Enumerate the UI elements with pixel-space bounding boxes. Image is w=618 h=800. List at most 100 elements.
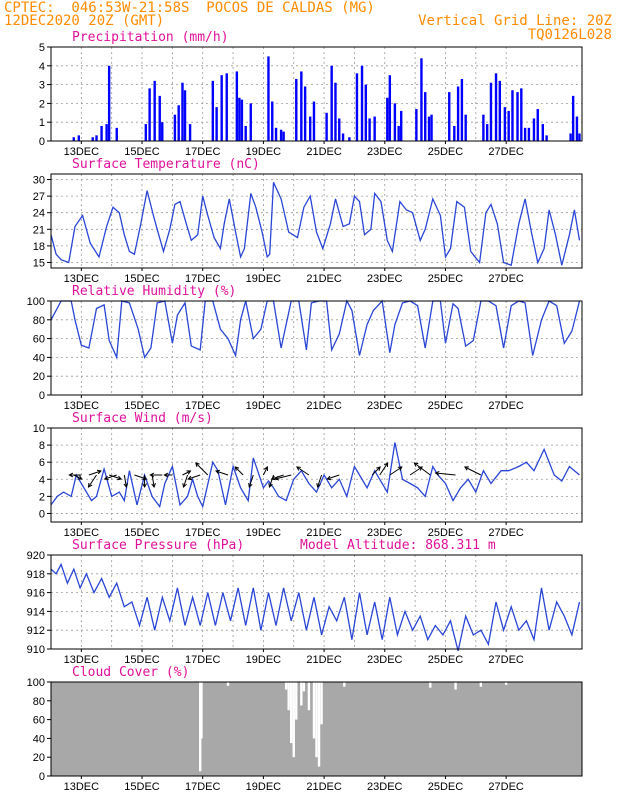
x-tick-label: 27DEC	[488, 781, 524, 793]
wind-arrow-head	[215, 469, 220, 475]
precip-bar	[386, 97, 389, 141]
cloud-cover-gap	[312, 682, 316, 739]
precip-bar	[575, 116, 579, 141]
x-tick-label: 15DEC	[124, 146, 160, 158]
precip-bar	[456, 86, 460, 141]
wind-arrow-head	[263, 466, 268, 472]
x-tick-label: 23DEC	[367, 781, 403, 793]
wind-arrow	[183, 474, 189, 488]
panel-title: Surface Wind (m/s)	[72, 411, 213, 426]
y-tick-label: 80	[33, 696, 45, 708]
wind-arrow	[234, 466, 244, 476]
precip-bar	[364, 84, 368, 141]
y-tick-label: 60	[33, 334, 45, 346]
wind-arrow-head	[163, 472, 169, 478]
wind-arrow-head	[87, 482, 93, 488]
x-tick-label: 13DEC	[64, 400, 100, 412]
precip-bar	[91, 137, 94, 141]
cloud-cover-gap	[343, 682, 346, 687]
wind-arrow-head	[96, 469, 102, 475]
cloud-cover-gap	[317, 682, 321, 767]
wind-arrow-head	[151, 483, 156, 489]
panel-3	[51, 428, 582, 522]
precip-bar	[503, 107, 507, 141]
x-tick-label: 15DEC	[124, 527, 160, 539]
precip-bar	[523, 127, 527, 141]
wind-arrow-head	[383, 462, 389, 468]
x-tick-label: 21DEC	[306, 527, 342, 539]
x-tick-label: 19DEC	[246, 654, 282, 666]
wind-arrow-head	[68, 472, 74, 478]
precip-bar	[507, 110, 510, 141]
panel-title: Surface Temperature (nC)	[72, 157, 260, 172]
wind-arrow-head	[186, 470, 192, 475]
precip-bar	[308, 116, 312, 141]
series-line-1	[50, 182, 581, 267]
cloud-cover-gap	[479, 682, 483, 687]
wind-arrow	[88, 470, 102, 476]
precip-bar	[569, 133, 572, 141]
precip-bar	[181, 82, 184, 141]
x-tick-label: 21DEC	[306, 654, 342, 666]
x-tick-label: 17DEC	[185, 654, 221, 666]
x-tick-label: 17DEC	[185, 146, 221, 158]
x-tick-label: 25DEC	[428, 273, 464, 285]
x-tick-label: 27DEC	[488, 527, 524, 539]
precip-bar	[100, 125, 103, 141]
precip-bar	[274, 127, 278, 141]
panel-annotation: Model Altitude: 868.311 m	[300, 538, 496, 553]
precip-bar	[460, 78, 464, 141]
x-tick-label: 17DEC	[185, 781, 221, 793]
y-tick-label: 910	[27, 644, 45, 656]
cloud-cover-gap	[315, 682, 318, 758]
cloud-cover-gap	[307, 682, 311, 711]
cloud-cover-gap	[300, 682, 303, 706]
x-tick-label: 15DEC	[124, 654, 160, 666]
wind-arrow-head	[270, 475, 276, 481]
precip-bar	[173, 114, 177, 141]
wind-arrow-head	[195, 462, 200, 467]
y-tick-label: 24	[33, 208, 45, 220]
precip-bar	[161, 122, 164, 141]
x-tick-label: 15DEC	[124, 400, 160, 412]
wind-arrow	[151, 474, 155, 488]
model-id: TQ0126L028	[527, 27, 612, 43]
wind-arrow-head	[103, 475, 109, 481]
wind-arrow-head	[117, 475, 123, 481]
precip-bar	[516, 92, 519, 141]
y-tick-label: 100	[27, 677, 45, 689]
y-tick-label: 0	[39, 771, 45, 783]
wind-arrow	[435, 472, 456, 476]
cloud-cover-gap	[320, 682, 323, 725]
precip-bar	[482, 114, 485, 141]
x-tick-label: 15DEC	[124, 273, 160, 285]
wind-arrow-head	[413, 462, 419, 467]
x-tick-label: 27DEC	[488, 273, 524, 285]
panel-title: Surface Pressure (hPa)	[72, 538, 244, 553]
x-tick-label: 13DEC	[64, 781, 100, 793]
precip-bar	[271, 101, 274, 141]
precip-bar	[295, 78, 298, 141]
precip-bar	[188, 124, 192, 141]
precip-bar	[325, 112, 328, 141]
y-tick-label: 918	[27, 569, 45, 581]
x-tick-label: 25DEC	[428, 527, 464, 539]
run-date: 12DEC2020 20Z (GMT)	[4, 13, 165, 29]
precip-bar	[330, 65, 333, 141]
precip-bar	[511, 90, 514, 141]
wind-arrow	[215, 470, 229, 476]
wind-arrow-head	[326, 475, 332, 481]
y-tick-label: 914	[27, 606, 45, 618]
y-tick-label: 18	[33, 241, 45, 253]
wind-arrow	[123, 474, 127, 488]
x-tick-label: 15DEC	[124, 781, 160, 793]
y-tick-label: 15	[33, 257, 45, 269]
precip-bar	[115, 127, 118, 141]
x-tick-label: 13DEC	[64, 146, 100, 158]
y-tick-label: 0	[39, 508, 45, 520]
y-tick-label: 5	[39, 42, 45, 54]
precip-bar	[532, 118, 536, 141]
precip-bar	[338, 118, 341, 141]
wind-arrow	[327, 474, 340, 480]
y-tick-label: 27	[33, 191, 45, 203]
